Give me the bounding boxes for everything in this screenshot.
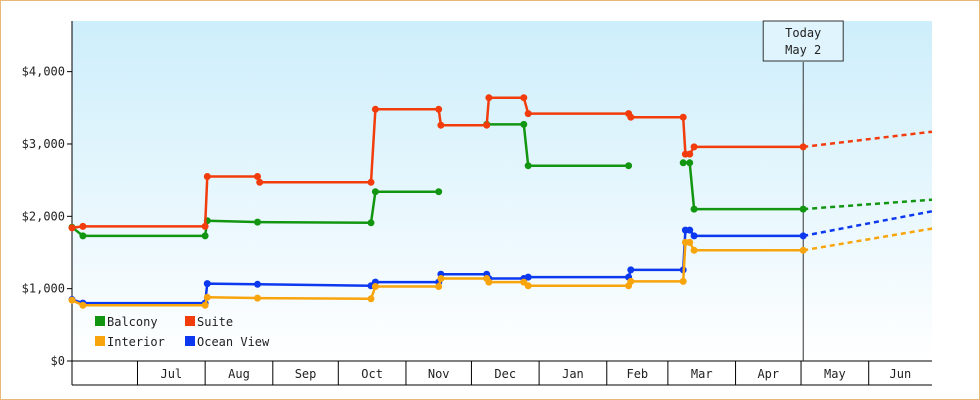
point-balcony xyxy=(201,232,209,240)
x-tick-label: Aug xyxy=(228,367,250,381)
point-suite xyxy=(254,173,261,180)
point-interior xyxy=(367,295,375,303)
point-interior xyxy=(79,301,87,309)
point-suite xyxy=(686,150,694,158)
series-interior xyxy=(68,227,933,309)
point-suite xyxy=(520,94,528,102)
point-suite xyxy=(690,143,698,151)
point-suite xyxy=(256,178,264,186)
forecast-line-ocean-view xyxy=(802,210,933,238)
point-interior xyxy=(254,294,261,302)
point-balcony xyxy=(524,162,532,170)
point-interior xyxy=(686,238,694,246)
point-interior xyxy=(371,283,379,290)
legend-label-balcony: Balcony xyxy=(107,315,158,329)
y-tick-label: $2,000 xyxy=(22,209,65,223)
y-tick-label: $4,000 xyxy=(22,65,65,79)
x-tick-label: Jul xyxy=(160,367,182,381)
today-box xyxy=(762,20,844,62)
point-interior xyxy=(68,296,76,304)
legend: Balcony Suite Interior Ocean View xyxy=(95,315,270,349)
point-suite xyxy=(679,113,687,121)
today-marker: Today May 2 xyxy=(762,20,844,361)
point-suite xyxy=(79,222,87,230)
point-suite xyxy=(371,105,379,113)
x-tick-label: Nov xyxy=(428,367,450,381)
series-suite xyxy=(68,94,933,232)
point-balcony xyxy=(435,188,443,196)
point-interior xyxy=(201,301,209,309)
line-balcony xyxy=(71,190,439,238)
y-tick-label: $0 xyxy=(51,354,65,368)
point-suite xyxy=(203,173,211,180)
x-tick-label: Jun xyxy=(890,367,912,381)
legend-label-ocean-view: Ocean View xyxy=(197,335,270,349)
point-balcony xyxy=(79,232,87,240)
today-label: Today xyxy=(785,26,821,40)
x-tick-label: Apr xyxy=(757,367,779,381)
point-interior xyxy=(627,277,635,285)
point-balcony xyxy=(679,159,687,167)
point-suite xyxy=(201,222,209,230)
point-interior xyxy=(690,246,698,254)
point-suite xyxy=(367,178,375,186)
point-suite xyxy=(437,121,445,129)
point-suite xyxy=(435,105,443,113)
point-suite xyxy=(485,94,493,102)
point-interior xyxy=(437,275,445,282)
x-tick-label: Sep xyxy=(295,367,317,381)
x-tick-label: Jan xyxy=(562,367,584,381)
point-ocean-view xyxy=(524,273,532,281)
point-balcony xyxy=(799,205,807,213)
x-tick-label: Mar xyxy=(691,367,713,381)
point-balcony xyxy=(367,219,375,227)
point-suite xyxy=(483,121,491,129)
point-balcony xyxy=(371,188,379,196)
point-ocean-view xyxy=(690,232,698,240)
point-ocean-view xyxy=(686,226,694,234)
point-balcony xyxy=(254,218,261,226)
today-date-label: May 2 xyxy=(785,43,821,57)
point-suite xyxy=(627,113,635,121)
point-interior xyxy=(799,246,807,254)
point-balcony xyxy=(625,162,633,170)
legend-label-suite: Suite xyxy=(197,315,233,329)
y-tick-label: $1,000 xyxy=(22,282,65,296)
legend-swatch-ocean-view xyxy=(185,336,195,346)
legend-swatch-balcony xyxy=(95,316,105,326)
series-layer xyxy=(68,94,933,309)
forecast-line-interior xyxy=(802,227,933,252)
point-interior xyxy=(435,283,443,290)
x-tick-label: Feb xyxy=(626,367,648,381)
plot-background xyxy=(72,21,932,361)
point-balcony xyxy=(520,120,528,128)
forecast-line-balcony xyxy=(803,198,933,211)
point-suite xyxy=(68,224,76,232)
y-tick-label: $3,000 xyxy=(22,137,65,151)
point-interior xyxy=(679,277,687,285)
y-axis: $0 $1,000 $2,000 $3,000 $4,000 xyxy=(22,21,73,385)
x-tick-label: Dec xyxy=(494,367,516,381)
x-tick-label: Oct xyxy=(361,367,383,381)
point-ocean-view xyxy=(627,266,635,274)
point-interior xyxy=(203,293,211,301)
legend-label-interior: Interior xyxy=(107,335,165,349)
point-ocean-view xyxy=(799,232,807,240)
point-interior xyxy=(524,282,532,290)
line-balcony xyxy=(486,123,629,167)
x-tick-label: May xyxy=(824,367,846,381)
point-suite xyxy=(524,110,532,118)
point-balcony xyxy=(686,159,694,167)
point-balcony xyxy=(690,205,698,213)
forecast-line-suite xyxy=(803,130,933,149)
point-ocean-view xyxy=(203,280,211,288)
legend-swatch-suite xyxy=(185,316,195,326)
point-suite xyxy=(799,143,807,151)
point-ocean-view xyxy=(254,280,261,288)
legend-swatch-interior xyxy=(95,336,105,346)
x-axis: Jul Aug Sep Oct Nov Dec Jan Feb Mar Apr May Jun xyxy=(72,360,932,386)
point-interior xyxy=(485,278,493,286)
